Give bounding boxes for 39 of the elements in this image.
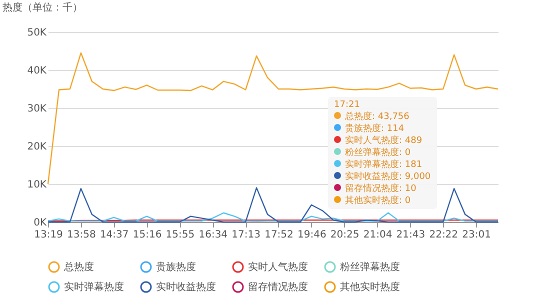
annotation: 实时弹幕热度: 181 [344, 159, 424, 171]
annotation: 总热度: 43,756 [344, 111, 410, 123]
legend-label: 其他实时热度 [340, 281, 400, 293]
x-tick-label: 21:43 [396, 230, 426, 240]
x-tick-label: 15:55 [166, 230, 195, 240]
x-tick-label: 15:16 [132, 230, 162, 240]
annotation: 贵族热度: 114 [344, 123, 406, 135]
legend-label: 粉丝弹幕热度 [340, 261, 400, 273]
legend-label: 实时弹幕热度 [64, 281, 124, 293]
x-tick-label: 13:19 [34, 230, 63, 240]
y-tick-label: 50K [27, 28, 47, 38]
legend-label: 贵族热度 [156, 261, 196, 273]
y-tick-label: 20K [27, 142, 47, 152]
x-tick-label: 19:46 [298, 230, 326, 240]
annotation: 17:21 [334, 99, 361, 111]
annotation: 粉丝弹幕热度: 0 [344, 147, 412, 159]
legend-label: 总热度 [63, 261, 94, 273]
x-tick-label: 23:01 [462, 230, 491, 240]
y-tick-label: 30K [27, 104, 47, 114]
x-tick-label: 20:25 [330, 230, 360, 240]
x-tick-label: 16:34 [198, 230, 228, 240]
line-series [47, 52, 499, 185]
annotation: 实时人气热度: 489 [344, 135, 424, 147]
x-tick-label: 17:52 [264, 230, 294, 240]
y-tick-label: 0K [34, 218, 47, 228]
y-axis-title: 热度（单位：千） [2, 2, 82, 14]
legend-label: 实时人气热度 [248, 261, 308, 273]
y-tick-label: 40K [27, 66, 47, 76]
annotation: 留存情况热度: 10 [344, 183, 418, 195]
legend-label: 实时收益热度 [156, 281, 216, 293]
x-tick-label: 21:04 [363, 230, 392, 240]
annotation: 其他实时热度: 0 [344, 195, 412, 207]
y-tick-label: 10K [27, 180, 47, 190]
annotation: 实时收益热度: 9,000 [344, 171, 431, 183]
x-tick-label: 22:22 [429, 230, 458, 240]
x-tick-label: 14:37 [100, 230, 129, 240]
x-tick-label: 17:13 [232, 230, 260, 240]
legend-label: 留存情况热度 [248, 281, 308, 293]
x-tick-label: 13:58 [67, 230, 96, 240]
